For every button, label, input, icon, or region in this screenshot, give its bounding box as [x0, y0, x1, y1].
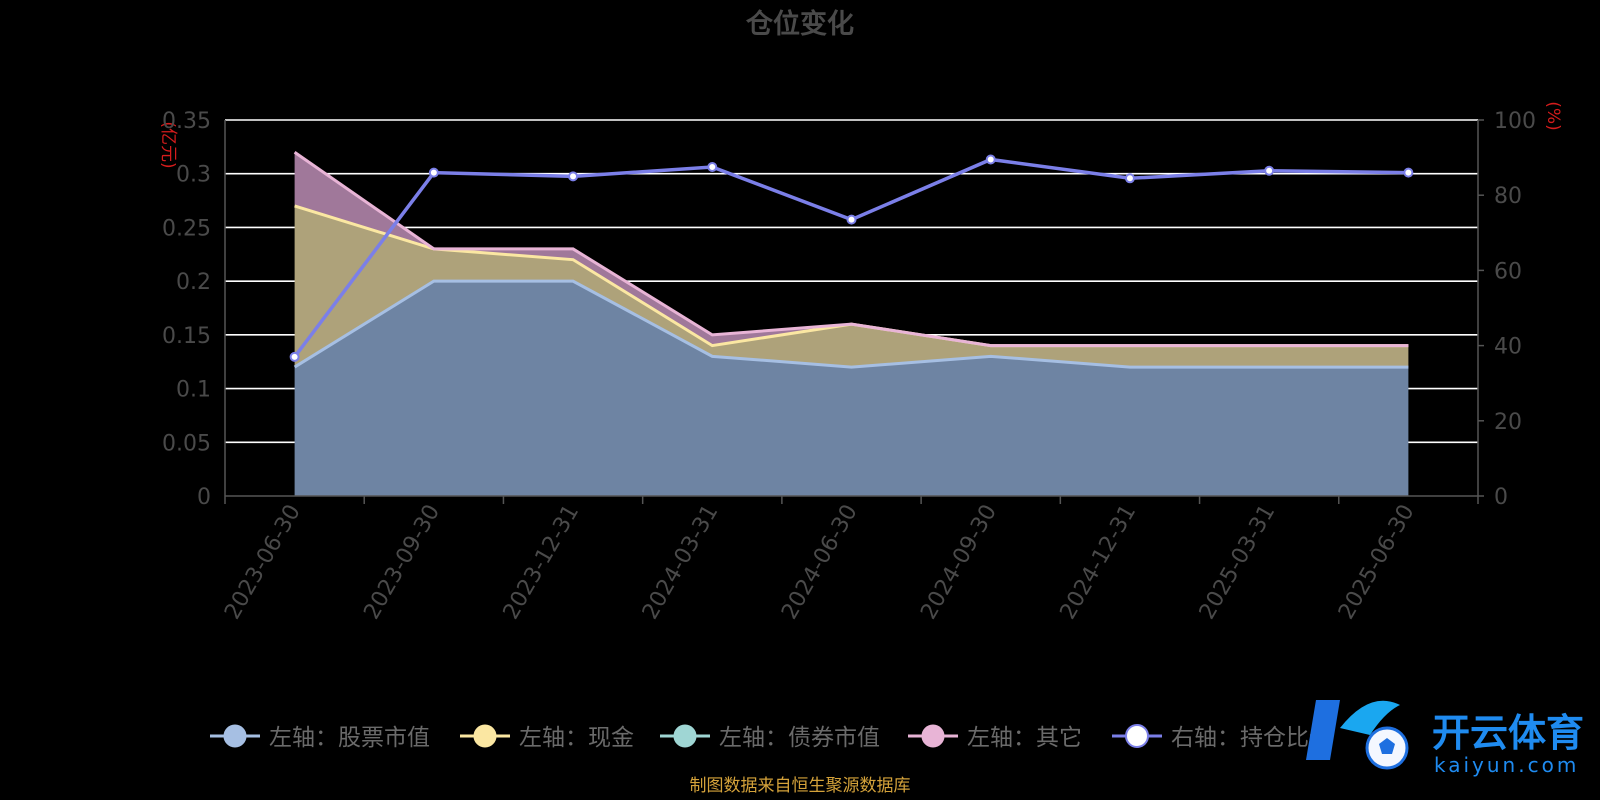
area-band [294, 205, 1409, 368]
holding-ratio-point[interactable] [289, 351, 300, 362]
x-tick-label: 2023-06-30 [220, 501, 306, 624]
holding-ratio-point[interactable] [1124, 173, 1135, 184]
x-tick-label: 2025-03-31 [1195, 501, 1281, 624]
x-axis-ticks: 2023-06-30 2023-09-30 2023-12-31 2024-03-31… [220, 500, 1419, 623]
legend-item[interactable]: 右轴：持仓比例 [1112, 724, 1332, 751]
watermark-text-en: kaiyun.com [1434, 753, 1579, 777]
holding-ratio-point[interactable] [707, 162, 718, 172]
x-tick-label: 2024-03-31 [638, 501, 724, 624]
legend-marker-icon [673, 724, 697, 748]
right-tick-label: 80 [1494, 184, 1522, 209]
legend-label: 右轴：持仓比例 [1171, 725, 1332, 751]
legend-item[interactable]: 左轴：现金 [460, 724, 634, 751]
right-tick-label: 0 [1494, 485, 1508, 510]
area-series-line [293, 279, 1409, 369]
left-tick-label: 0.35 [162, 109, 211, 134]
legend-label: 左轴：现金 [519, 725, 634, 751]
holding-ratio-point[interactable] [568, 171, 579, 182]
x-tick-label: 2025-06-30 [1334, 501, 1420, 624]
holding-ratio-point[interactable] [1403, 167, 1414, 178]
watermark-logo: 开云体育 kaiyun.com [1306, 700, 1584, 777]
legend-label: 左轴：债券市值 [719, 725, 880, 751]
left-tick-label: 0.1 [176, 378, 211, 403]
legend-marker-icon [223, 724, 247, 748]
left-axis-unit: (亿元) [158, 121, 178, 168]
left-tick-label: 0.3 [176, 163, 211, 188]
left-tick-label: 0.2 [176, 270, 211, 295]
right-tick-label: 20 [1494, 410, 1522, 435]
legend-marker-icon [1125, 724, 1149, 748]
right-tick-label: 40 [1494, 335, 1522, 360]
watermark-k-mark [1306, 700, 1340, 760]
legend[interactable]: 左轴：股票市值 左轴：现金 左轴：债券市值 左轴：其它 右轴：持仓比例 [210, 724, 1332, 751]
x-tick-label: 2024-06-30 [777, 501, 863, 624]
holding-ratio-point[interactable] [985, 154, 996, 165]
legend-marker-icon [473, 724, 497, 748]
right-tick-label: 60 [1494, 259, 1522, 284]
stacked-areas [293, 150, 1409, 496]
legend-item[interactable]: 左轴：债券市值 [660, 724, 880, 751]
right-tick-label: 100 [1494, 109, 1536, 134]
legend-item[interactable]: 左轴：其它 [908, 724, 1082, 751]
left-tick-label: 0.05 [162, 431, 211, 456]
x-tick-label: 2024-12-31 [1056, 501, 1142, 624]
holding-ratio-point[interactable] [428, 167, 439, 178]
x-tick-label: 2024-09-30 [916, 500, 1002, 623]
left-tick-label: 0.15 [162, 324, 211, 349]
holding-ratio-line [289, 154, 1414, 362]
watermark-text-cn: 开云体育 [1432, 711, 1584, 755]
left-tick-label: 0 [197, 485, 211, 510]
chart-title: 仓位变化 [745, 8, 854, 40]
legend-item[interactable]: 左轴：股票市值 [210, 724, 430, 751]
x-tick-label: 2023-09-30 [359, 501, 445, 624]
right-axis-unit: (%) [1543, 101, 1563, 130]
legend-label: 左轴：股票市值 [269, 725, 430, 751]
right-axis-ticks: 0 20 40 60 80 100 [1494, 109, 1536, 510]
holding-ratio-point[interactable] [846, 214, 857, 225]
watermark-k-swoosh [1340, 700, 1400, 735]
data-source-note: 制图数据来自恒生聚源数据库 [690, 776, 911, 796]
axes [224, 119, 1484, 504]
legend-marker-icon [921, 724, 945, 748]
legend-label: 左轴：其它 [967, 725, 1082, 751]
area-series-line [293, 150, 1409, 348]
left-axis-ticks: 0 0.05 0.1 0.15 0.2 0.25 0.3 0.35 [162, 109, 211, 510]
holding-ratio-point[interactable] [1264, 165, 1275, 176]
x-tick-label: 2023-12-31 [499, 501, 585, 624]
left-tick-label: 0.25 [162, 216, 211, 241]
area-band [294, 281, 1409, 496]
